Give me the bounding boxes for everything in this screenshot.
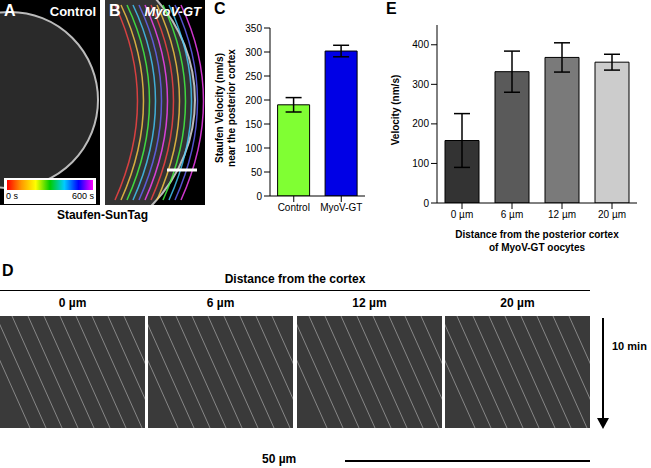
svg-text:50: 50	[251, 167, 263, 178]
svg-text:200: 200	[412, 118, 429, 129]
html-text:10 min: 10 min	[612, 340, 647, 352]
html-text:0 µm: 0 µm	[58, 296, 87, 310]
html-text:of MyoV-GT oocytes: of MyoV-GT oocytes	[488, 242, 586, 253]
html-text:Distance from the posterior co: Distance from the posterior cortex	[455, 229, 619, 240]
html-text:6 µm: 6 µm	[206, 296, 235, 310]
html-text:D: D	[2, 262, 14, 279]
svg-text:20 µm: 20 µm	[598, 209, 626, 220]
svg-text:0: 0	[256, 191, 262, 202]
html-text:12 µm: 12 µm	[352, 296, 387, 310]
html-text:50 µm: 50 µm	[262, 452, 297, 466]
html-text:A: A	[4, 2, 16, 19]
html-text:C: C	[214, 0, 226, 17]
svg-text:Control: Control	[278, 202, 310, 213]
svg-text:MyoV-GT: MyoV-GT	[320, 202, 362, 213]
svg-text:0 µm: 0 µm	[451, 209, 473, 220]
svg-text:Velocity (nm/s): Velocity (nm/s)	[390, 75, 401, 146]
svg-text:400: 400	[412, 39, 429, 50]
svg-text:0: 0	[423, 198, 429, 209]
html-text:Control: Control	[49, 4, 96, 19]
html-text:20 µm: 20 µm	[500, 296, 535, 310]
svg-text:250: 250	[245, 71, 262, 82]
html-text:Staufen-SunTag: Staufen-SunTag	[56, 208, 148, 222]
svg-text:100: 100	[412, 158, 429, 169]
svg-text:12 µm: 12 µm	[548, 209, 576, 220]
html-text:600 s: 600 s	[72, 191, 94, 201]
html-text:B: B	[109, 2, 121, 19]
svg-text:150: 150	[245, 119, 262, 130]
html-text:0 s: 0 s	[6, 191, 18, 201]
svg-text:100: 100	[245, 143, 262, 154]
html-text:MyoV-GT: MyoV-GT	[144, 4, 201, 19]
svg-text:6 µm: 6 µm	[501, 209, 523, 220]
html-text:Distance from the cortex: Distance from the cortex	[224, 272, 366, 286]
svg-text:350: 350	[245, 23, 262, 34]
svg-text:200: 200	[245, 95, 262, 106]
html-text:E: E	[386, 0, 397, 17]
svg-text:Staufen Velocity (nm/s): Staufen Velocity (nm/s)	[214, 53, 225, 163]
svg-text:300: 300	[245, 47, 262, 58]
svg-text:300: 300	[412, 79, 429, 90]
svg-text:near the posterior cortex: near the posterior cortex	[226, 49, 237, 167]
